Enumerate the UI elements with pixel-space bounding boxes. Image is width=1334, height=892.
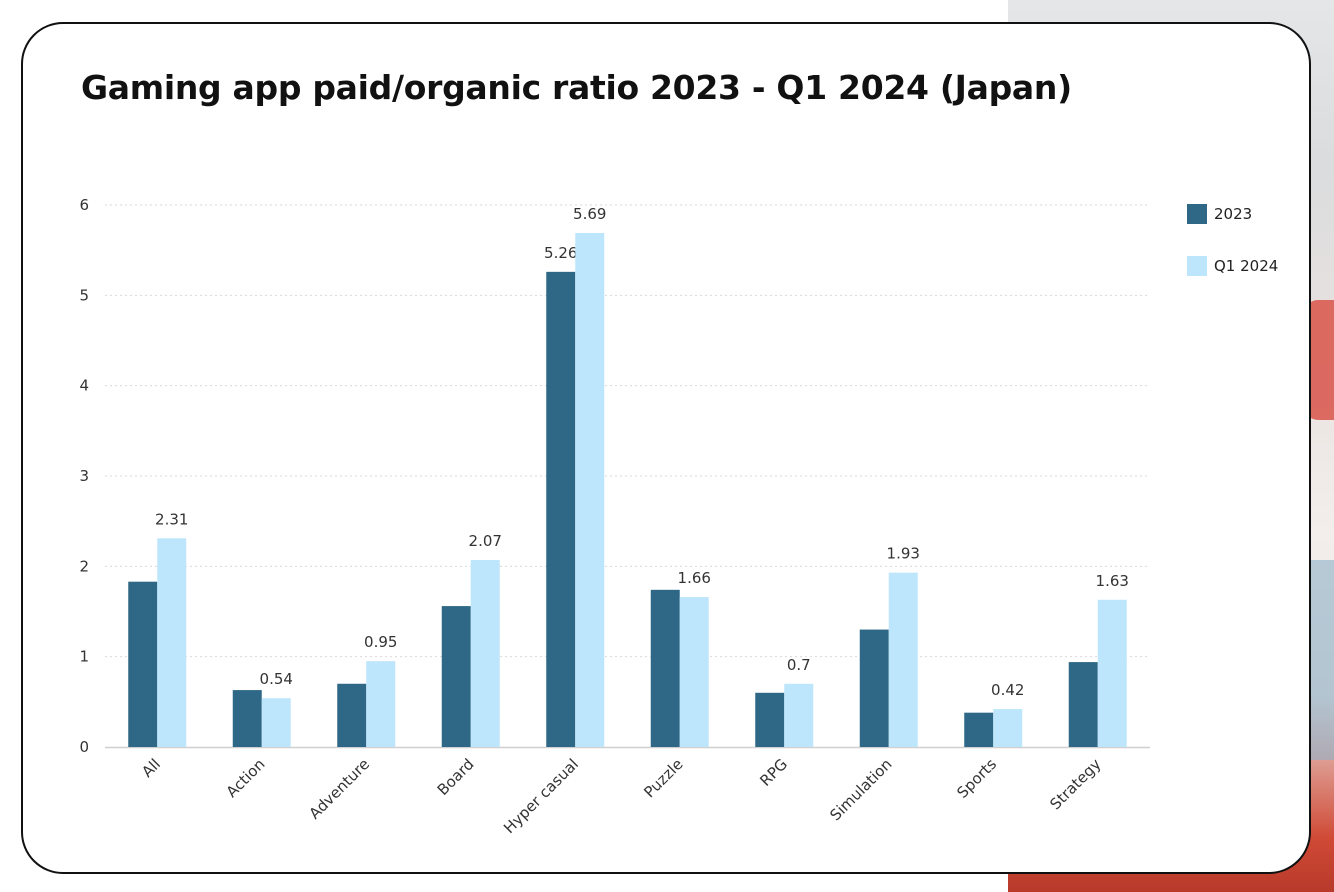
bar-2023 — [337, 683, 367, 747]
data-label: 0.95 — [364, 633, 397, 651]
legend-swatch-2023 — [1187, 204, 1207, 224]
bar-2023 — [1068, 662, 1098, 747]
data-label: 1.66 — [678, 569, 711, 587]
bar-chart: 0 1 2 3 4 5 6 2.31 All 0.54 Action 0.95 Adventure 2.0… — [79, 196, 1150, 837]
data-label: 5.69 — [573, 205, 606, 223]
bar-2023 — [859, 629, 889, 747]
chart-legend: 2023 Q1 2024 — [1187, 202, 1278, 306]
data-label: 1.63 — [1096, 572, 1129, 590]
bar-q1-2024 — [157, 538, 187, 747]
bar-q1-2024 — [470, 560, 500, 747]
x-tick-label: Sports — [953, 755, 1000, 802]
bar-2023 — [232, 690, 262, 747]
data-label: 2.31 — [155, 510, 188, 528]
y-tick-label: 5 — [79, 286, 89, 304]
x-tick-label: Adventure — [305, 755, 373, 823]
bar-2023 — [650, 589, 680, 747]
x-tick-label: All — [138, 755, 164, 781]
chart-title: Gaming app paid/organic ratio 2023 - Q1 … — [81, 68, 1072, 107]
chart-card: Gaming app paid/organic ratio 2023 - Q1 … — [21, 22, 1311, 874]
bar-q1-2024 — [679, 597, 709, 747]
x-tick-label: Strategy — [1046, 755, 1104, 813]
bar-2023 — [128, 581, 158, 747]
data-label: 0.7 — [787, 656, 811, 674]
y-tick-label: 0 — [79, 738, 89, 756]
bar-q1-2024 — [366, 661, 396, 747]
bar-q1-2024 — [993, 709, 1023, 747]
bar-2023 — [755, 692, 785, 747]
bar-q1-2024 — [784, 683, 814, 747]
bar-q1-2024 — [575, 233, 605, 748]
data-label: 2.07 — [469, 532, 502, 550]
x-tick-label: RPG — [756, 755, 791, 790]
bar-2023 — [441, 606, 471, 747]
y-tick-label: 1 — [79, 648, 89, 666]
legend-item-q1-2024[interactable]: Q1 2024 — [1187, 254, 1278, 278]
legend-label: 2023 — [1214, 205, 1253, 223]
data-label: 0.54 — [260, 670, 293, 688]
y-tick-label: 3 — [79, 467, 89, 485]
x-tick-label: Board — [434, 755, 478, 799]
bar-2023 — [964, 712, 994, 747]
legend-label: Q1 2024 — [1214, 257, 1279, 275]
data-label: 5.26 — [544, 244, 577, 262]
data-label: 1.93 — [887, 545, 920, 563]
legend-item-2023[interactable]: 2023 — [1187, 202, 1278, 226]
legend-swatch-q1-2024 — [1187, 256, 1207, 276]
bar-q1-2024 — [1097, 599, 1127, 747]
bar-q1-2024 — [261, 698, 291, 747]
y-tick-label: 6 — [79, 196, 89, 214]
y-tick-label: 2 — [79, 557, 89, 575]
data-label: 0.42 — [991, 681, 1024, 699]
x-tick-label: Action — [223, 755, 269, 801]
x-tick-label: Hyper casual — [500, 755, 582, 837]
x-tick-label: Puzzle — [640, 755, 686, 801]
bar-q1-2024 — [888, 572, 918, 747]
x-tick-label: Simulation — [826, 755, 895, 824]
y-tick-label: 4 — [79, 377, 89, 395]
bar-2023 — [546, 271, 576, 747]
